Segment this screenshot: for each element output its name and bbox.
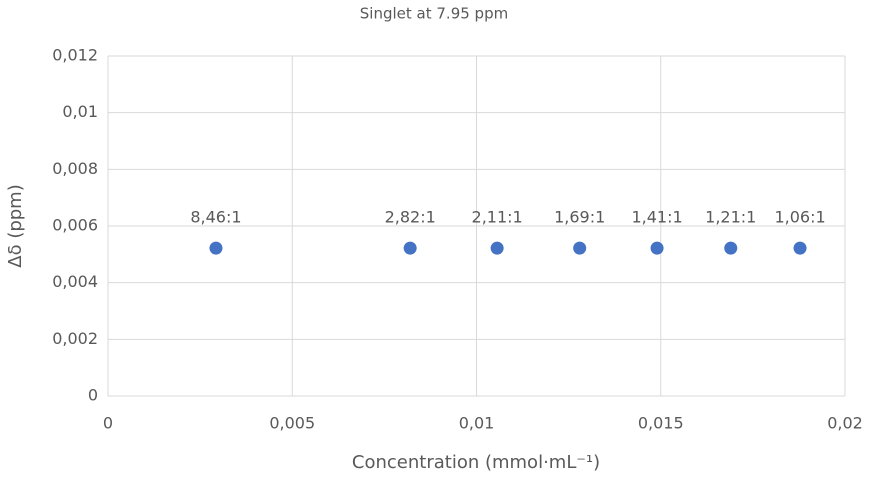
y-tick-label: 0 (88, 386, 98, 405)
y-tick-label: 0,012 (52, 46, 98, 65)
x-axis-label: Concentration (mmol·mL⁻¹) (352, 452, 600, 473)
y-tick-label: 0,006 (52, 216, 98, 235)
data-label: 1,21:1 (705, 208, 756, 227)
data-point (490, 241, 504, 255)
data-label: 1,41:1 (631, 208, 682, 227)
data-point (209, 241, 223, 255)
x-tick-label: 0,015 (638, 414, 684, 433)
data-label: 1,06:1 (774, 208, 825, 227)
x-tick-label: 0,01 (459, 414, 495, 433)
data-point (650, 241, 664, 255)
data-label: 8,46:1 (190, 208, 241, 227)
data-label: 2,82:1 (385, 208, 436, 227)
y-tick-label: 0,01 (62, 102, 98, 121)
data-point (724, 241, 738, 255)
data-label: 1,69:1 (554, 208, 605, 227)
x-tick-label: 0,005 (269, 414, 315, 433)
data-point (793, 241, 807, 255)
x-tick-label: 0 (103, 414, 113, 433)
x-tick-label: 0,02 (827, 414, 863, 433)
data-point (403, 241, 417, 255)
y-axis-label: Δδ (ppm) (5, 184, 26, 267)
chart-title: Singlet at 7.95 ppm (360, 5, 508, 23)
y-tick-label: 0,008 (52, 159, 98, 178)
y-tick-label: 0,004 (52, 272, 98, 291)
data-label: 2,11:1 (472, 208, 523, 227)
y-tick-label: 0,002 (52, 329, 98, 348)
data-point (573, 241, 587, 255)
